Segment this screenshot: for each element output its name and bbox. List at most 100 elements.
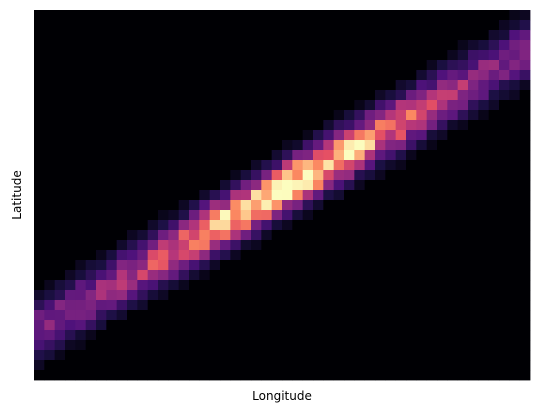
heatmap-cell <box>406 30 417 41</box>
heatmap-cell <box>54 230 66 241</box>
heatmap-cell <box>313 190 324 201</box>
heatmap-cell <box>137 280 149 291</box>
heatmap-cell <box>85 280 97 291</box>
heatmap-cell <box>220 260 231 271</box>
heatmap-cell <box>457 10 469 21</box>
heatmap-cell <box>106 190 118 201</box>
heatmap-cell <box>437 130 448 141</box>
heatmap-cell <box>292 330 304 341</box>
heatmap-cell <box>292 100 304 111</box>
heatmap-cell <box>447 290 459 301</box>
heatmap-cell <box>385 300 397 311</box>
heatmap-cell <box>116 260 128 271</box>
heatmap-cell <box>106 180 118 191</box>
heatmap-cell <box>209 230 221 241</box>
heatmap-cell <box>375 20 386 31</box>
heatmap-cell <box>209 250 221 261</box>
heatmap-cell <box>488 340 500 351</box>
heatmap-cell <box>209 90 221 101</box>
heatmap-cell <box>44 310 56 321</box>
heatmap-cell <box>478 300 490 311</box>
heatmap-cell <box>375 180 386 191</box>
heatmap-cell <box>292 40 304 51</box>
heatmap-cell <box>509 160 521 171</box>
heatmap-cell <box>375 30 386 41</box>
heatmap-cell <box>416 350 428 361</box>
heatmap-cell <box>137 80 149 91</box>
heatmap-cell <box>106 350 118 361</box>
heatmap-cell <box>375 210 386 221</box>
heatmap-cell <box>127 270 138 281</box>
heatmap-cell <box>147 200 159 211</box>
heatmap-cell <box>302 190 314 201</box>
heatmap-cell <box>354 180 366 191</box>
heatmap-cell <box>230 160 242 171</box>
heatmap-cell <box>447 280 459 291</box>
heatmap-cell <box>478 270 490 281</box>
heatmap-cell <box>375 50 386 61</box>
heatmap-cell <box>375 200 386 211</box>
heatmap-cell <box>333 300 345 311</box>
heatmap-cell <box>364 340 376 351</box>
heatmap-cell <box>85 110 97 121</box>
heatmap-cell <box>261 260 273 271</box>
heatmap-cell <box>292 250 304 261</box>
heatmap-cell <box>488 100 500 111</box>
heatmap-cell <box>364 200 376 211</box>
heatmap-cell <box>220 340 231 351</box>
heatmap-cell <box>209 160 221 171</box>
heatmap-cell <box>251 140 262 151</box>
heatmap-cell <box>44 300 56 311</box>
heatmap-cell <box>75 40 87 51</box>
heatmap-cell <box>478 370 490 381</box>
heatmap-cell <box>519 240 531 251</box>
heatmap-cell <box>271 320 283 331</box>
heatmap-cell <box>230 300 242 311</box>
heatmap-cell <box>240 170 252 181</box>
heatmap-cell <box>302 30 314 41</box>
heatmap-cell <box>499 330 510 341</box>
heatmap-cell <box>478 40 490 51</box>
heatmap-cell <box>116 330 128 341</box>
heatmap-cell <box>385 270 397 281</box>
heatmap-cell <box>406 60 417 71</box>
heatmap-cell <box>65 110 76 121</box>
heatmap-cell <box>468 30 479 41</box>
heatmap-cell <box>509 190 521 201</box>
heatmap-cell <box>199 140 211 151</box>
heatmap-cell <box>313 20 324 31</box>
heatmap-cell <box>261 20 273 31</box>
heatmap-cell <box>333 310 345 321</box>
heatmap-cell <box>395 20 407 31</box>
heatmap-cell <box>158 30 169 41</box>
heatmap-cell <box>468 80 479 91</box>
heatmap-cell <box>116 40 128 51</box>
heatmap-cell <box>406 40 417 51</box>
heatmap-cell <box>261 300 273 311</box>
heatmap-cell <box>468 20 479 31</box>
heatmap-cell <box>354 50 366 61</box>
heatmap-cell <box>75 10 87 21</box>
heatmap-cell <box>406 320 417 331</box>
heatmap-cell <box>478 280 490 291</box>
heatmap-cell <box>344 70 355 81</box>
heatmap-cell <box>385 30 397 41</box>
heatmap-cell <box>65 250 76 261</box>
heatmap-cell <box>116 150 128 161</box>
heatmap-cell <box>292 280 304 291</box>
heatmap-cell <box>137 160 149 171</box>
heatmap-cell <box>106 230 118 241</box>
heatmap-cell <box>158 170 169 181</box>
heatmap-cell <box>65 320 76 331</box>
heatmap-cell <box>230 10 242 21</box>
heatmap-cell <box>344 300 355 311</box>
heatmap-cell <box>240 320 252 331</box>
heatmap-cell <box>406 20 417 31</box>
heatmap-cell <box>116 160 128 171</box>
heatmap-cell <box>34 200 45 211</box>
heatmap-cell <box>333 70 345 81</box>
heatmap-cell <box>34 320 45 331</box>
heatmap-cell <box>240 330 252 341</box>
heatmap-cell <box>189 150 200 161</box>
heatmap-cell <box>499 50 510 61</box>
